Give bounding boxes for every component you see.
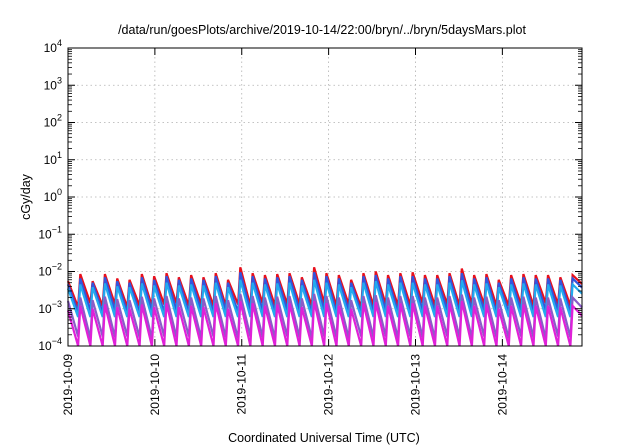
y-tick-label: 100 [44, 187, 62, 204]
y-tick-label: 10−3 [38, 299, 62, 316]
x-tick-label: 2019-10-11 [235, 354, 249, 415]
grid [68, 48, 582, 346]
y-tick-label: 10−2 [38, 262, 62, 279]
x-tick-label: 2019-10-10 [148, 354, 162, 416]
x-axis-title: Coordinated Universal Time (UTC) [228, 431, 420, 445]
y-axis-title: cGy/day [19, 173, 33, 220]
y-tick-label: 104 [44, 38, 62, 55]
x-tick-label: 2019-10-13 [408, 354, 422, 416]
x-tick-label: 2019-10-09 [61, 354, 75, 416]
y-tick-label: 10−4 [38, 336, 62, 353]
chart-title: /data/run/goesPlots/archive/2019-10-14/2… [118, 23, 526, 37]
y-tick-label: 102 [44, 113, 62, 130]
y-tick-label: 103 [44, 75, 62, 92]
x-tick-label: 2019-10-12 [322, 354, 336, 416]
series-group [66, 267, 583, 347]
y-tick-label: 10−1 [38, 224, 62, 241]
y-tick-label: 101 [44, 150, 62, 167]
series-line-5 [66, 300, 583, 347]
y-tick-labels: 10−4 10−3 10−2 10−1 100 101 102 103 104 [38, 38, 62, 353]
x-tick-labels: 2019-10-09 2019-10-10 2019-10-11 2019-10-12… [61, 354, 509, 416]
ticks [67, 47, 582, 347]
x-tick-label: 2019-10-14 [495, 354, 509, 416]
